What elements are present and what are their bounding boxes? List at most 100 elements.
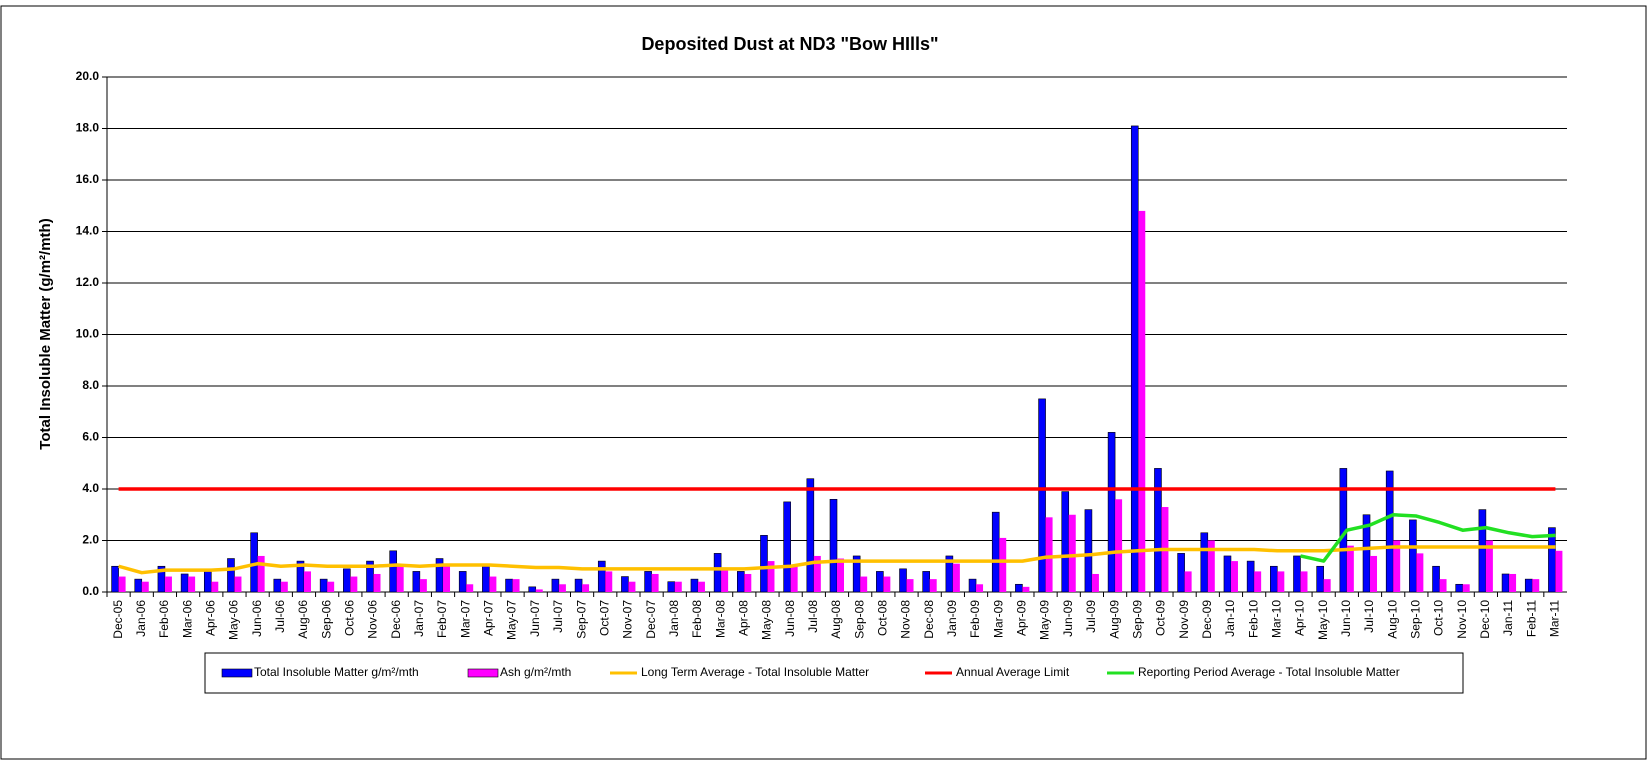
x-tick-label: Sep-08	[852, 600, 866, 639]
bar	[512, 579, 520, 592]
bar	[721, 568, 729, 592]
x-tick-label: Dec-10	[1478, 600, 1492, 639]
bar	[1130, 125, 1139, 593]
x-tick-label: Mar-10	[1269, 600, 1283, 638]
x-tick-label: Dec-07	[644, 600, 658, 639]
x-tick-label: Feb-08	[690, 600, 704, 638]
bar	[767, 561, 775, 592]
bar	[350, 576, 358, 592]
x-tick-label: Oct-10	[1432, 600, 1446, 636]
bar	[180, 573, 189, 593]
bar	[1061, 491, 1070, 593]
bar	[505, 578, 513, 593]
x-tick-label: May-06	[227, 600, 241, 640]
bar	[1084, 509, 1093, 593]
x-tick-label: Jun-07	[528, 600, 542, 637]
bar	[883, 576, 891, 592]
x-tick-label: Apr-08	[736, 600, 750, 636]
bar	[528, 586, 537, 593]
x-tick-label: Sep-09	[1130, 600, 1144, 639]
x-tick-label: May-10	[1316, 600, 1330, 640]
bar	[605, 571, 613, 592]
legend-label: Total Insoluble Matter g/m²/mth	[254, 665, 419, 679]
y-tick-label: 20.0	[76, 69, 100, 83]
bar	[489, 576, 497, 592]
x-tick-label: May-08	[760, 600, 774, 640]
y-axis-label: Total Insoluble Matter (g/m²/mth)	[37, 218, 54, 449]
bar	[574, 578, 583, 593]
bar	[1316, 565, 1324, 593]
bar	[697, 581, 705, 592]
bar	[443, 566, 451, 592]
bar	[899, 568, 907, 593]
bar	[651, 573, 659, 592]
bar	[1207, 540, 1215, 592]
line	[1300, 513, 1556, 563]
bar	[389, 550, 397, 593]
bar	[1154, 468, 1162, 593]
bar	[234, 576, 242, 592]
bar	[273, 578, 282, 593]
bar	[1184, 571, 1192, 592]
bar	[141, 581, 149, 592]
bar	[1370, 555, 1378, 592]
bar	[1409, 519, 1417, 593]
bar	[203, 571, 212, 593]
bar	[1385, 470, 1394, 593]
bar	[558, 584, 566, 592]
bar	[1223, 555, 1232, 593]
x-tick-label: Jun-10	[1339, 600, 1353, 637]
bar	[837, 558, 844, 592]
legend-label: Reporting Period Average - Total Insolub…	[1138, 665, 1400, 679]
bar	[760, 535, 768, 593]
bar	[257, 555, 265, 592]
bar	[1478, 509, 1487, 593]
x-tick-label: May-07	[505, 600, 519, 640]
x-tick-label: Jun-09	[1061, 600, 1075, 637]
x-tick-label: Feb-07	[435, 600, 449, 638]
x-tick-label: Jan-07	[412, 600, 426, 637]
bar	[482, 565, 490, 593]
bar	[343, 568, 351, 593]
bar	[628, 581, 636, 592]
bar	[690, 578, 699, 593]
y-tick-label: 14.0	[76, 224, 100, 238]
y-tick-label: 12.0	[76, 275, 100, 289]
bar	[906, 579, 914, 592]
x-tick-label: Mar-09	[991, 600, 1005, 638]
x-tick-label: Apr-07	[482, 600, 496, 636]
legend-label: Long Term Average - Total Insoluble Matt…	[641, 665, 869, 679]
x-tick-label: Jul-10	[1362, 600, 1376, 633]
bar	[1107, 432, 1116, 593]
bar	[1300, 571, 1308, 592]
x-tick-label: May-09	[1038, 600, 1052, 640]
bar	[1254, 571, 1262, 592]
x-tick-label: Aug-08	[829, 600, 843, 639]
bar	[1555, 550, 1563, 592]
bar	[458, 571, 467, 593]
x-tick-label: Feb-09	[968, 600, 982, 638]
bar	[1509, 573, 1517, 592]
y-tick-label: 16.0	[76, 172, 100, 186]
bar	[806, 478, 815, 593]
x-tick-label: Aug-09	[1107, 600, 1121, 639]
bar	[227, 558, 235, 593]
bar	[999, 537, 1007, 592]
bar	[1393, 540, 1401, 592]
bar	[1501, 573, 1510, 593]
bar	[852, 555, 861, 593]
bar	[1416, 553, 1424, 592]
bar	[952, 563, 960, 592]
x-tick-label: Jun-06	[250, 600, 264, 637]
x-tick-label: Sep-10	[1409, 600, 1423, 639]
x-tick-label: Oct-09	[1154, 600, 1168, 636]
x-tick-label: Jan-11	[1501, 600, 1515, 636]
bar	[1270, 565, 1278, 593]
x-tick-label: Oct-07	[597, 600, 611, 636]
bar	[1230, 561, 1238, 592]
x-tick-label: Sep-06	[319, 600, 333, 639]
legend-label: Annual Average Limit	[956, 665, 1070, 679]
bar	[1038, 398, 1046, 593]
bar	[922, 571, 930, 593]
